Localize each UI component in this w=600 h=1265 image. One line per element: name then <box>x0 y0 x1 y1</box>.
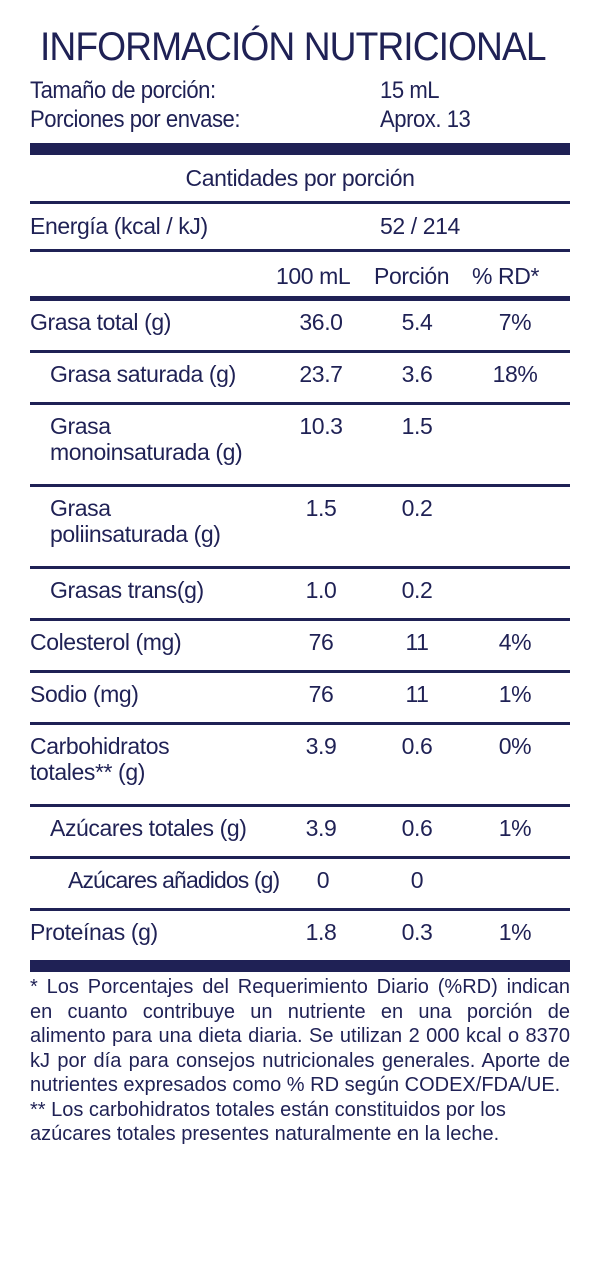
serving-size-value: 15 mL <box>380 77 440 104</box>
table-row: Colesterol (mg) 76 11 4% <box>30 621 570 670</box>
divider <box>30 249 570 252</box>
servings-per-pack-value: Aprox. 13 <box>380 106 471 133</box>
value-portion: 11 <box>405 681 429 707</box>
serving-size-label: Tamaño de porción: <box>30 77 216 104</box>
value-portion: 0.6 <box>401 815 433 841</box>
value-rd: 4% <box>498 629 532 655</box>
table-row: Grasa total (g) 36.0 5.4 7% <box>30 301 570 350</box>
value-per100: 23.7 <box>299 361 343 387</box>
nutrient-name: Grasa poliinsaturada (g) <box>50 495 221 547</box>
table-row: Grasa saturada (g) 23.7 3.6 18% <box>30 353 570 402</box>
energy-label: Energía (kcal / kJ) <box>30 213 208 239</box>
divider <box>30 804 570 807</box>
value-per100: 3.9 <box>305 815 337 841</box>
nutrient-name: Grasa monoinsaturada (g) <box>50 413 243 465</box>
serving-size-row: Tamaño de porción: 15 mL <box>30 76 570 105</box>
divider <box>30 722 570 725</box>
value-rd: 0% <box>498 733 532 759</box>
nutrient-name-line2: monoinsaturada (g) <box>50 439 243 465</box>
rd-footnote: * Los Porcentajes del Requerimiento Diar… <box>30 976 570 1096</box>
value-portion: 1.5 <box>401 413 433 439</box>
value-rd: 7% <box>498 309 532 335</box>
servings-per-pack-row: Porciones por envase: Aprox. 13 <box>30 105 570 134</box>
divider <box>30 350 570 353</box>
nutrient-name: Grasa total (g) <box>30 309 171 335</box>
nutrient-name: Sodio (mg) <box>30 681 139 707</box>
value-portion: 3.6 <box>401 361 433 387</box>
value-per100: 10.3 <box>299 413 343 439</box>
value-per100: 1.5 <box>305 495 337 521</box>
carbohydrate-footnote: ** Los carbohidratos totales están const… <box>30 1098 506 1146</box>
divider <box>30 402 570 405</box>
column-header-row: 100 mL Porción % RD* <box>30 252 570 296</box>
nutrient-name: Grasas trans(g) <box>50 577 204 603</box>
divider <box>30 201 570 204</box>
value-portion: 0.2 <box>401 495 433 521</box>
value-per100: 1.0 <box>305 577 337 603</box>
value-portion: 0.6 <box>401 733 433 759</box>
nutrient-name: Grasa saturada (g) <box>50 361 236 387</box>
value-per100: 0 <box>316 867 330 893</box>
table-row: Carbohidratos totales** (g) 3.9 0.6 0% <box>30 725 570 804</box>
table-row: Grasa poliinsaturada (g) 1.5 0.2 <box>30 487 570 566</box>
value-per100: 3.9 <box>305 733 337 759</box>
nutrient-name-line1: Grasa <box>50 495 111 521</box>
nutrient-name-line1: Carbohidratos <box>30 733 170 759</box>
table-row: Azúcares añadidos (g) 0 0 <box>30 859 570 908</box>
energy-value: 52 / 214 <box>380 213 460 239</box>
divider <box>30 908 570 911</box>
divider-bold <box>30 296 570 301</box>
nutrient-name: Carbohidratos totales** (g) <box>30 733 170 785</box>
table-row: Sodio (mg) 76 11 1% <box>30 673 570 722</box>
nutrition-facts-panel: INFORMACIÓN NUTRICIONAL Tamaño de porció… <box>30 18 570 972</box>
divider-thick <box>30 960 570 972</box>
divider <box>30 618 570 621</box>
value-rd: 1% <box>498 919 532 945</box>
value-per100: 76 <box>308 681 334 707</box>
value-rd: 1% <box>498 815 532 841</box>
table-row: Grasa monoinsaturada (g) 10.3 1.5 <box>30 405 570 484</box>
column-header-rd: % RD* <box>472 263 540 289</box>
divider <box>30 484 570 487</box>
nutrient-name-line2: poliinsaturada (g) <box>50 521 221 547</box>
nutrient-name: Proteínas (g) <box>30 919 158 945</box>
value-rd: 1% <box>498 681 532 707</box>
value-rd: 18% <box>492 361 538 387</box>
value-per100: 36.0 <box>299 309 343 335</box>
nutrient-name: Colesterol (mg) <box>30 629 182 655</box>
nutrient-name: Azúcares añadidos (g) <box>68 867 280 893</box>
table-row: Grasas trans(g) 1.0 0.2 <box>30 569 570 618</box>
panel-title: INFORMACIÓN NUTRICIONAL <box>40 25 547 69</box>
divider-thick <box>30 143 570 155</box>
value-portion: 0 <box>410 867 424 893</box>
nutrient-name-line1: Grasa <box>50 413 111 439</box>
divider <box>30 856 570 859</box>
nutrient-name-line2: totales** (g) <box>30 759 145 785</box>
value-portion: 0.2 <box>401 577 433 603</box>
amounts-per-serving: Cantidades por porción <box>185 165 415 191</box>
servings-per-pack-label: Porciones por envase: <box>30 106 241 133</box>
column-header-per100: 100 mL <box>276 263 351 289</box>
value-portion: 0.3 <box>401 919 433 945</box>
nutrient-name: Azúcares totales (g) <box>50 815 247 841</box>
value-per100: 1.8 <box>305 919 337 945</box>
column-header-portion: Porción <box>374 263 450 289</box>
divider <box>30 670 570 673</box>
footnotes: * Los Porcentajes del Requerimiento Diar… <box>30 975 570 1147</box>
value-portion: 5.4 <box>401 309 433 335</box>
value-portion: 11 <box>405 629 429 655</box>
value-per100: 76 <box>308 629 334 655</box>
table-row: Azúcares totales (g) 3.9 0.6 1% <box>30 807 570 856</box>
energy-row: Energía (kcal / kJ) 52 / 214 <box>30 204 570 249</box>
table-row: Proteínas (g) 1.8 0.3 1% <box>30 911 570 960</box>
divider <box>30 566 570 569</box>
